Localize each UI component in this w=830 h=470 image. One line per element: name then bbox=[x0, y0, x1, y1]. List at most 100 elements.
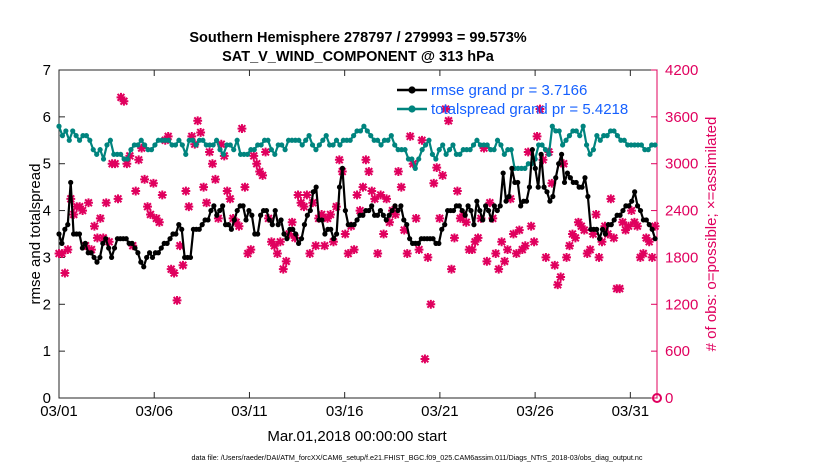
totalspread-point bbox=[299, 142, 305, 148]
rmse-point bbox=[556, 161, 562, 167]
totalspread-point bbox=[172, 142, 179, 148]
rmse-point bbox=[94, 259, 100, 265]
obs-marker bbox=[275, 237, 285, 247]
rmse-point bbox=[111, 245, 118, 251]
totalspread-point bbox=[368, 133, 374, 139]
rmse-point bbox=[342, 207, 348, 214]
obs-marker bbox=[311, 241, 321, 251]
obs-marker bbox=[523, 147, 533, 157]
obs-marker bbox=[225, 194, 235, 204]
obs-marker bbox=[647, 253, 657, 262]
obs-marker bbox=[547, 178, 557, 188]
rmse-point bbox=[550, 193, 556, 200]
obs-marker bbox=[405, 131, 415, 141]
totalspread-point bbox=[611, 128, 617, 134]
y2-tick-label: 1200 bbox=[665, 296, 698, 313]
obs-marker bbox=[520, 241, 530, 251]
rmse-point bbox=[617, 212, 623, 218]
footnote: data file: /Users/raeder/DAI/ATM_forcXX/… bbox=[192, 453, 643, 462]
obs-marker bbox=[503, 245, 512, 255]
rmse-point bbox=[275, 222, 281, 228]
obs-marker bbox=[576, 221, 586, 231]
totalspread-point bbox=[220, 151, 227, 157]
totalspread-point bbox=[385, 137, 391, 143]
totalspread-point bbox=[104, 142, 110, 148]
rmse-point bbox=[564, 170, 571, 176]
obs-marker bbox=[293, 190, 303, 200]
obs-marker bbox=[393, 167, 403, 176]
rmse-point bbox=[567, 175, 573, 181]
totalspread-point bbox=[375, 137, 381, 143]
totalspread-point bbox=[337, 142, 343, 148]
obs-marker bbox=[205, 147, 214, 157]
rmse-point bbox=[322, 231, 328, 237]
obs-marker bbox=[591, 210, 601, 219]
totalspread-point bbox=[604, 133, 610, 139]
rmse-point bbox=[82, 240, 88, 246]
rmse-point bbox=[144, 254, 150, 261]
obs-marker bbox=[184, 202, 194, 212]
obs-marker bbox=[199, 182, 209, 192]
totalspread-point bbox=[279, 142, 285, 148]
rmse-point bbox=[389, 207, 395, 214]
totalspread-point bbox=[73, 133, 79, 139]
totalspread-series bbox=[56, 123, 658, 171]
totalspread-point bbox=[621, 137, 627, 143]
totalspread-point bbox=[107, 137, 113, 143]
rmse-point bbox=[459, 207, 465, 214]
rmse-point bbox=[158, 245, 164, 251]
obs-marker bbox=[535, 104, 545, 114]
totalspread-point bbox=[645, 147, 651, 153]
rmse-point bbox=[526, 184, 533, 190]
obs-marker bbox=[402, 249, 412, 258]
obs-marker bbox=[278, 264, 288, 274]
rmse-point bbox=[480, 217, 486, 223]
y-tick-label: 3 bbox=[43, 249, 51, 266]
obs-marker bbox=[414, 245, 424, 255]
x-tick-label: 03/11 bbox=[231, 403, 267, 420]
rmse-point bbox=[217, 207, 223, 214]
rmse-point bbox=[456, 203, 462, 209]
totalspread-point bbox=[272, 151, 278, 157]
rmse-point bbox=[167, 236, 173, 242]
obs-marker bbox=[84, 198, 93, 208]
totalspread-point bbox=[549, 123, 555, 129]
rmse-point bbox=[220, 203, 226, 209]
obs-marker bbox=[367, 186, 377, 196]
rmse-series bbox=[56, 147, 658, 270]
obs-marker bbox=[146, 210, 155, 219]
rmse-point bbox=[626, 203, 632, 209]
totalspread-point bbox=[563, 137, 569, 143]
rmse-point bbox=[439, 226, 445, 232]
totalspread-point bbox=[498, 142, 504, 148]
obs-marker bbox=[494, 264, 504, 274]
obs-marker bbox=[122, 159, 132, 169]
rmse-point bbox=[646, 222, 652, 228]
obs-marker bbox=[411, 213, 421, 223]
rmse-point bbox=[269, 222, 275, 228]
totalspread-point bbox=[556, 128, 562, 134]
obs-marker bbox=[447, 264, 456, 274]
totalspread-point bbox=[590, 147, 597, 153]
totalspread-point bbox=[559, 142, 566, 148]
rmse-point bbox=[553, 175, 559, 181]
totalspread-point bbox=[251, 147, 257, 153]
rmse-point bbox=[214, 212, 220, 218]
y-tick-label: 6 bbox=[43, 109, 51, 126]
rmse-point bbox=[68, 179, 74, 186]
totalspread-point bbox=[190, 137, 196, 143]
rmse-point bbox=[307, 207, 313, 214]
rmse-point bbox=[404, 222, 410, 228]
obs-marker bbox=[193, 116, 203, 126]
rmse-point bbox=[187, 254, 194, 261]
obs-marker bbox=[237, 124, 247, 133]
y2-tick-label: 4200 bbox=[665, 62, 698, 79]
obs-marker bbox=[343, 249, 353, 258]
y2-tick-label: 1800 bbox=[665, 249, 698, 266]
totalspread-point bbox=[268, 147, 275, 153]
rmse-point bbox=[468, 207, 474, 214]
obs-marker bbox=[69, 210, 79, 219]
obs-marker bbox=[435, 213, 445, 223]
totalspread-point bbox=[244, 151, 251, 157]
rmse-point bbox=[65, 222, 71, 228]
